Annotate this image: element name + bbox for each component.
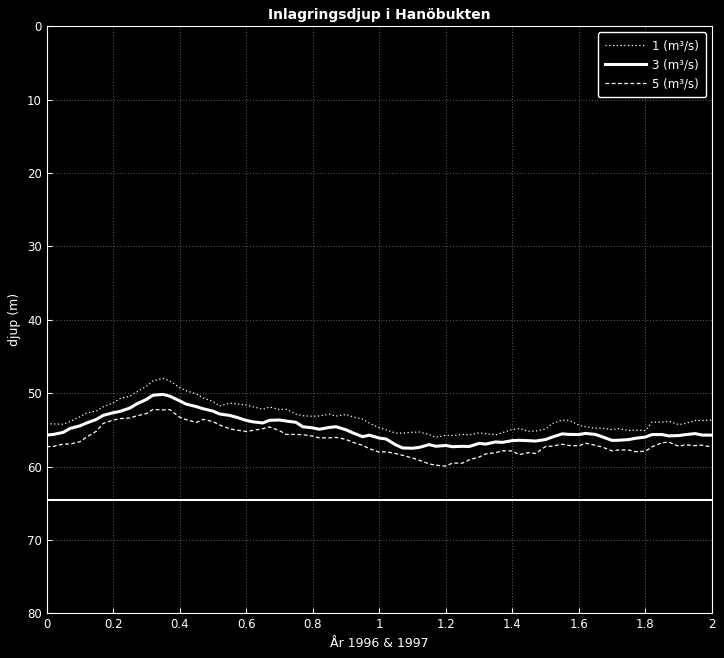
1 (m³/s) [707,417,716,424]
5 (m³/s) [707,443,716,451]
1 (m³/s) [159,374,167,382]
1 (m³/s) [631,426,640,434]
5 (m³/s) [548,442,557,450]
3 (m³/s) [598,433,607,441]
Title: Inlagringsdjup i Hanöbukten: Inlagringsdjup i Hanöbukten [268,9,491,22]
3 (m³/s) [707,431,716,439]
3 (m³/s) [408,444,417,452]
3 (m³/s) [548,433,557,441]
3 (m³/s) [42,431,51,439]
5 (m³/s) [475,453,484,461]
3 (m³/s) [657,430,666,438]
1 (m³/s) [475,429,484,437]
X-axis label: År 1996 & 1997: År 1996 & 1997 [330,637,429,649]
1 (m³/s) [415,428,424,436]
1 (m³/s) [598,424,607,432]
5 (m³/s) [631,447,640,455]
1 (m³/s) [548,420,557,428]
5 (m³/s) [598,443,607,451]
3 (m³/s) [425,441,434,449]
5 (m³/s) [442,462,450,470]
1 (m³/s) [432,434,440,442]
5 (m³/s) [148,405,157,413]
5 (m³/s) [42,443,51,451]
3 (m³/s) [159,390,167,398]
Legend: 1 (m³/s), 3 (m³/s), 5 (m³/s): 1 (m³/s), 3 (m³/s), 5 (m³/s) [598,32,706,97]
Line: 3 (m³/s): 3 (m³/s) [46,394,712,448]
1 (m³/s) [42,420,51,428]
Y-axis label: djup (m): djup (m) [9,293,21,346]
3 (m³/s) [475,440,484,447]
5 (m³/s) [415,456,424,464]
Line: 5 (m³/s): 5 (m³/s) [46,409,712,466]
3 (m³/s) [631,434,640,442]
1 (m³/s) [657,418,666,426]
5 (m³/s) [657,439,666,447]
Line: 1 (m³/s): 1 (m³/s) [46,378,712,438]
